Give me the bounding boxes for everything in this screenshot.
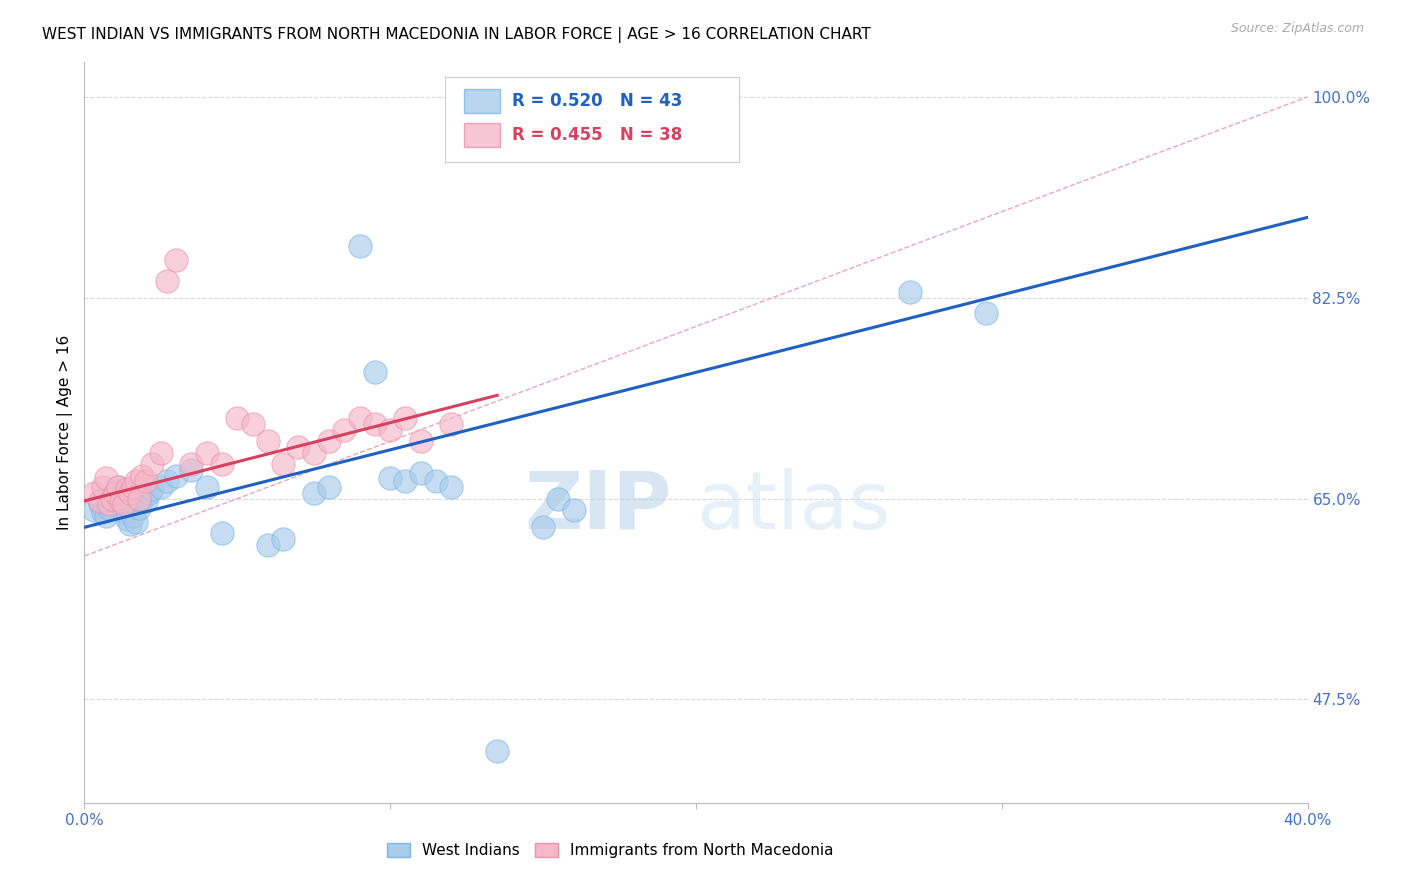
Point (149, 446, 172, 460)
Point (83, 486, 105, 500)
Point (211, 457, 233, 471)
Point (122, 508, 145, 523)
Point (91, 480, 114, 494)
Point (165, 252, 187, 267)
Y-axis label: In Labor Force | Age > 16: In Labor Force | Age > 16 (58, 335, 73, 530)
Point (409, 434, 432, 449)
Point (562, 503, 585, 517)
Point (440, 480, 463, 494)
Point (156, 273, 179, 287)
Point (110, 494, 132, 508)
Point (101, 491, 124, 506)
Point (110, 497, 132, 511)
Point (135, 475, 157, 489)
Point (149, 480, 172, 494)
Point (156, 475, 179, 489)
Point (349, 239, 371, 253)
Point (125, 475, 148, 489)
Point (394, 411, 416, 425)
Point (302, 446, 325, 460)
Point (333, 423, 356, 437)
Point (138, 486, 160, 500)
Point (440, 417, 463, 431)
Point (107, 480, 129, 494)
Point (364, 365, 387, 379)
Point (318, 434, 340, 449)
Point (107, 480, 129, 494)
Point (425, 475, 447, 489)
Text: Source: ZipAtlas.com: Source: ZipAtlas.com (1230, 22, 1364, 36)
Point (128, 500, 150, 515)
Point (394, 475, 416, 489)
Bar (464, 123, 501, 147)
Text: R = 0.455   N = 38: R = 0.455 N = 38 (513, 126, 683, 144)
Point (115, 512, 138, 526)
Point (271, 457, 294, 471)
Point (195, 446, 218, 460)
Point (141, 483, 163, 497)
Point (122, 480, 145, 494)
Point (271, 532, 294, 546)
Point (380, 423, 402, 437)
Point (94, 508, 117, 523)
Point (104, 486, 127, 500)
Point (104, 494, 127, 508)
Point (101, 491, 124, 506)
Text: WEST INDIAN VS IMMIGRANTS FROM NORTH MACEDONIA IN LABOR FORCE | AGE > 16 CORRELA: WEST INDIAN VS IMMIGRANTS FROM NORTH MAC… (42, 27, 870, 43)
Legend: West Indians, Immigrants from North Macedonia: West Indians, Immigrants from North Mace… (387, 843, 834, 858)
Bar (464, 89, 501, 112)
Point (898, 285, 921, 299)
Point (547, 491, 569, 506)
Point (211, 526, 233, 541)
FancyBboxPatch shape (446, 78, 738, 162)
Point (380, 471, 402, 485)
Point (486, 744, 509, 758)
Point (302, 486, 325, 500)
Point (349, 411, 371, 425)
Text: ZIP: ZIP (524, 467, 672, 546)
Point (409, 467, 432, 481)
Point (91, 505, 114, 519)
Point (195, 480, 218, 494)
Point (112, 497, 135, 511)
Point (135, 494, 157, 508)
Point (131, 468, 153, 483)
Text: R = 0.520   N = 43: R = 0.520 N = 43 (513, 92, 683, 110)
Point (128, 491, 150, 506)
Point (83, 503, 105, 517)
Point (180, 463, 202, 477)
Point (131, 491, 153, 506)
Point (226, 411, 249, 425)
Point (89, 494, 111, 508)
Point (125, 515, 148, 529)
Point (257, 434, 280, 449)
Point (180, 457, 202, 471)
Point (112, 505, 135, 519)
Point (287, 440, 309, 454)
Point (104, 486, 127, 500)
Point (115, 483, 138, 497)
Point (97, 500, 120, 515)
Point (318, 480, 340, 494)
Point (120, 486, 142, 500)
Text: atlas: atlas (696, 467, 890, 546)
Point (89, 497, 111, 511)
Point (97, 497, 120, 511)
Point (364, 417, 387, 431)
Point (257, 537, 280, 551)
Point (242, 417, 264, 431)
Point (94, 471, 117, 485)
Point (976, 306, 998, 320)
Point (531, 520, 554, 534)
Point (141, 457, 163, 471)
Point (165, 468, 187, 483)
Point (120, 516, 142, 531)
